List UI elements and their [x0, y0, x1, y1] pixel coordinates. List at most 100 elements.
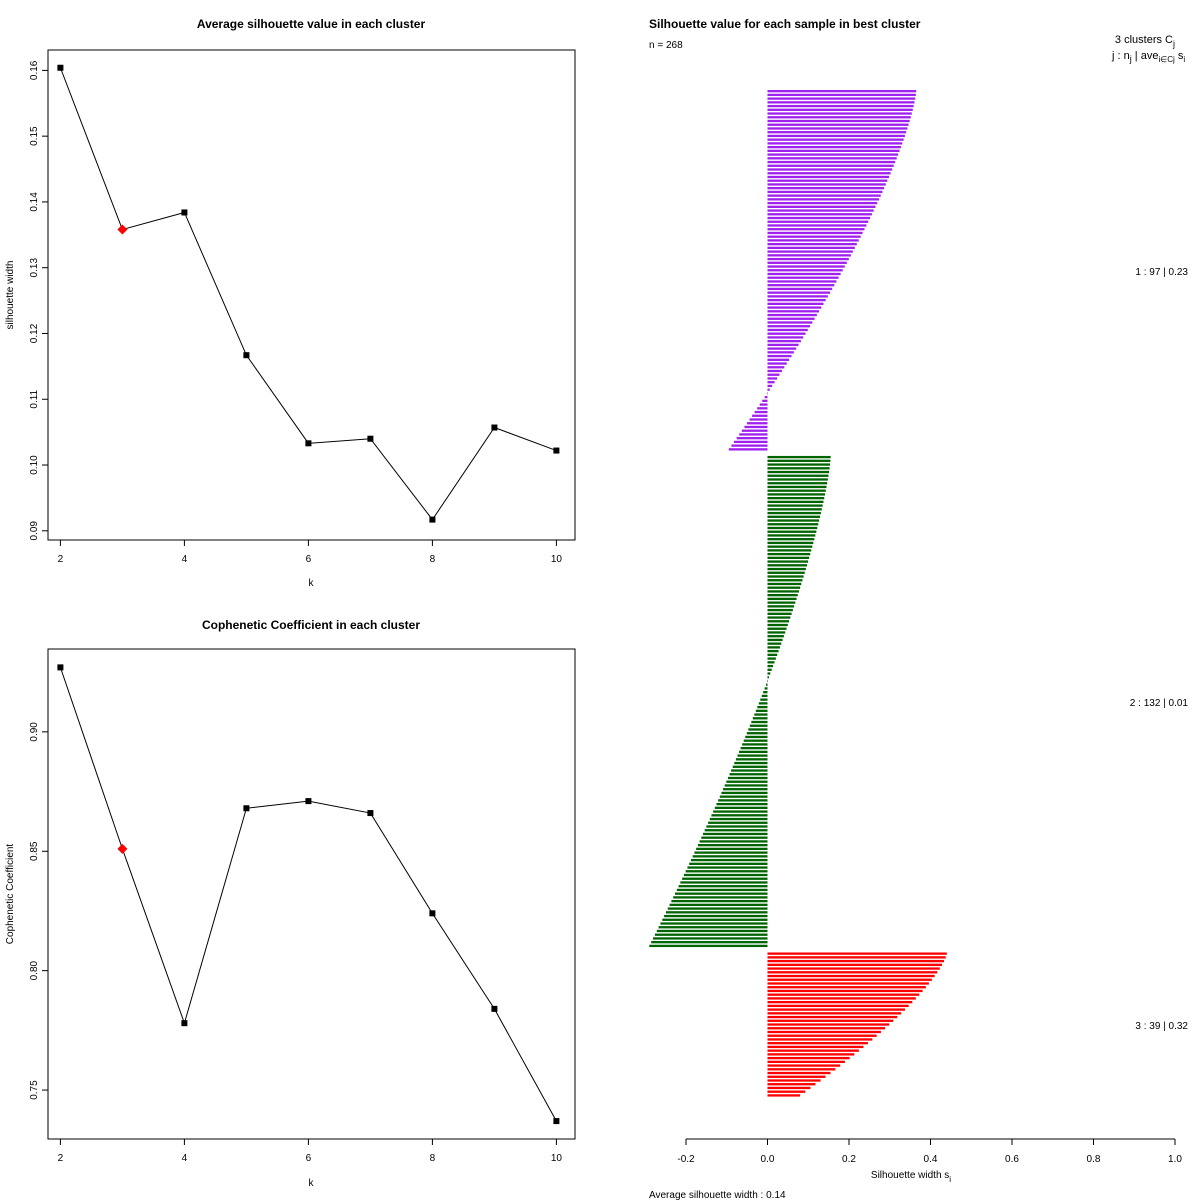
x-tick-label: 4 [182, 1153, 188, 1164]
silhouette-bar [767, 590, 799, 593]
silhouette-bar [767, 1083, 816, 1086]
silhouette-bar [759, 403, 768, 406]
silhouette-bar [763, 691, 768, 694]
silhouette-bar [767, 325, 811, 328]
silhouette-bar [767, 459, 831, 462]
silhouette-bar [703, 832, 768, 836]
silhouette-bar [752, 717, 768, 720]
silhouette-bar [743, 739, 768, 742]
silhouette-bar [767, 287, 833, 291]
chart-title: Silhouette value for each sample in best… [649, 17, 921, 31]
silhouette-bar [767, 183, 886, 186]
silhouette-bar [767, 508, 822, 511]
silhouette-bar [689, 862, 768, 865]
silhouette-bar [767, 354, 792, 358]
silhouette-bar [767, 620, 790, 623]
series-line [57, 64, 560, 523]
silhouette-bar [739, 750, 768, 754]
silhouette-bar [714, 806, 768, 809]
silhouette-bar [767, 974, 935, 978]
silhouette-bar [767, 1060, 845, 1063]
silhouette-bar [767, 351, 794, 354]
silhouette-bar [767, 526, 818, 530]
silhouette-bar [767, 194, 881, 197]
silhouette-bar [767, 239, 859, 242]
silhouette-bar [767, 1045, 864, 1049]
silhouette-bar [767, 982, 929, 985]
silhouette-bar [767, 112, 912, 115]
silhouette-bar [767, 216, 871, 220]
silhouette-bar [767, 142, 903, 145]
data-point [305, 440, 312, 447]
silhouette-bar [767, 1056, 850, 1060]
silhouette-bar [731, 769, 768, 772]
silhouette-bar [767, 123, 909, 126]
silhouette-bar [767, 298, 826, 302]
silhouette-bar [767, 594, 798, 597]
x-axis: -0.2 0.0 0.2 0.4 0.6 0.8 1.0 [677, 1138, 1182, 1165]
silhouette-bar [766, 683, 768, 686]
silhouette-bar [767, 134, 905, 138]
silhouette-bar [683, 873, 768, 877]
silhouette-bar [767, 224, 867, 227]
highlight-point [117, 224, 128, 235]
silhouette-bar [696, 847, 768, 851]
silhouette-bar [727, 776, 768, 780]
x-axis: 2 4 6 8 10 [58, 1139, 562, 1164]
silhouette-bar [706, 825, 768, 828]
x-tick-label: 0.6 [1005, 1154, 1019, 1165]
silhouette-bar [741, 429, 768, 432]
silhouette-bar [734, 440, 768, 444]
cluster-3-bars [767, 952, 947, 1097]
x-tick-label: 0.2 [842, 1154, 856, 1165]
silhouette-bar [767, 1064, 841, 1067]
silhouette-bar [651, 941, 768, 944]
x-tick-label: 2 [58, 1153, 64, 1164]
silhouette-bar [767, 1090, 806, 1093]
silhouette-bar [767, 956, 946, 959]
y-tick-label: 0.12 [29, 323, 40, 343]
silhouette-bar [767, 1030, 881, 1034]
silhouette-bar [742, 743, 768, 746]
x-tick-label: 1.0 [1168, 1154, 1182, 1165]
silhouette-bar [767, 963, 943, 966]
average-silhouette-footer: Average silhouette width : 0.14 [649, 1190, 786, 1200]
cluster-1-bars [728, 90, 917, 451]
silhouette-bar [658, 926, 768, 929]
silhouette-bar [667, 907, 768, 910]
silhouette-bar [767, 187, 885, 190]
silhouette-bar [767, 220, 869, 223]
cluster-labels: 1 : 97 | 0.23 2 : 132 | 0.01 3 : 39 | 0.32 [1130, 267, 1189, 1032]
silhouette-bar [767, 231, 863, 235]
silhouette-bar [767, 164, 894, 167]
silhouette-bar [662, 918, 768, 921]
data-point [243, 805, 250, 812]
silhouette-bar [767, 328, 808, 332]
silhouette-bar [767, 575, 804, 578]
silhouette-bar [767, 265, 845, 268]
silhouette-bar [767, 261, 847, 264]
silhouette-bar [767, 467, 830, 470]
silhouette-bar [767, 642, 782, 645]
silhouette-bar [736, 437, 768, 440]
y-tick-label: 0.13 [29, 258, 40, 278]
silhouette-bar [767, 235, 861, 238]
silhouette-bar [767, 131, 907, 134]
series-path [59, 67, 557, 521]
x-tick-label: 8 [430, 1153, 436, 1164]
silhouette-bar [767, 190, 883, 194]
data-point [367, 810, 374, 817]
silhouette-bar [767, 971, 938, 974]
silhouette-bar [767, 388, 770, 391]
silhouette-bar [746, 732, 768, 735]
silhouette-bar [767, 552, 811, 556]
silhouette-bar [767, 560, 809, 563]
silhouette-bar [749, 724, 768, 727]
silhouette-bar [699, 840, 768, 843]
silhouette-bar [767, 1008, 905, 1011]
silhouette-bar [767, 116, 911, 119]
silhouette-bar [767, 104, 914, 108]
silhouette-bar [767, 157, 897, 160]
silhouette-bar [737, 754, 768, 757]
data-point [553, 1118, 560, 1125]
